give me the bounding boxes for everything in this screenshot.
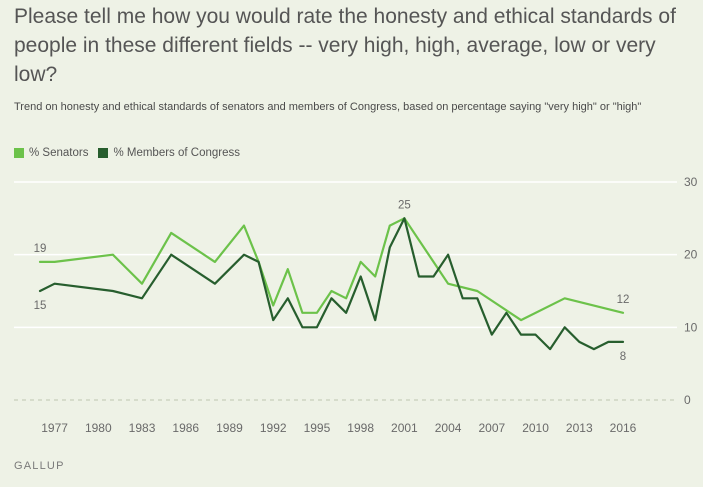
x-tick-label: 1980 bbox=[85, 421, 112, 435]
x-tick-label: 2010 bbox=[522, 421, 549, 435]
y-tick-label: 10 bbox=[684, 320, 698, 334]
data-label: 8 bbox=[620, 351, 626, 363]
x-tick-label: 2004 bbox=[435, 421, 462, 435]
x-tick-label: 1998 bbox=[347, 421, 374, 435]
y-tick-label: 30 bbox=[684, 175, 698, 189]
data-label: 25 bbox=[398, 199, 411, 211]
x-tick-label: 2013 bbox=[566, 421, 593, 435]
legend-item-senators: % Senators bbox=[14, 147, 88, 159]
chart-legend: % Senators % Members of Congress bbox=[14, 147, 250, 159]
y-tick-label: 0 bbox=[684, 393, 691, 407]
x-tick-label: 1983 bbox=[129, 421, 156, 435]
x-tick-label: 1986 bbox=[172, 421, 199, 435]
legend-label-senators: % Senators bbox=[29, 147, 89, 159]
y-tick-label: 20 bbox=[684, 248, 698, 262]
legend-swatch-congress bbox=[98, 148, 109, 158]
series-line-senators bbox=[38, 217, 625, 322]
data-label: 15 bbox=[34, 300, 47, 312]
legend-swatch-senators bbox=[14, 148, 24, 158]
legend-item-congress: % Members of Congress bbox=[98, 147, 240, 159]
x-tick-label: 2007 bbox=[478, 421, 505, 435]
data-label: 19 bbox=[34, 243, 47, 255]
source-label: GALLUP bbox=[14, 460, 65, 472]
legend-label-congress: % Members of Congress bbox=[113, 147, 240, 159]
x-tick-label: 1995 bbox=[304, 421, 331, 435]
chart-title: Please tell me how you would rate the ho… bbox=[14, 5, 676, 86]
chart-subtitle: Trend on honesty and ethical standards o… bbox=[14, 101, 642, 113]
x-tick-label: 1992 bbox=[260, 421, 287, 435]
x-tick-label: 2016 bbox=[610, 421, 637, 435]
data-label: 12 bbox=[617, 294, 630, 306]
x-tick-label: 1977 bbox=[41, 421, 68, 435]
series-line-congress bbox=[38, 217, 625, 351]
x-tick-label: 2001 bbox=[391, 421, 418, 435]
x-tick-label: 1989 bbox=[216, 421, 243, 435]
